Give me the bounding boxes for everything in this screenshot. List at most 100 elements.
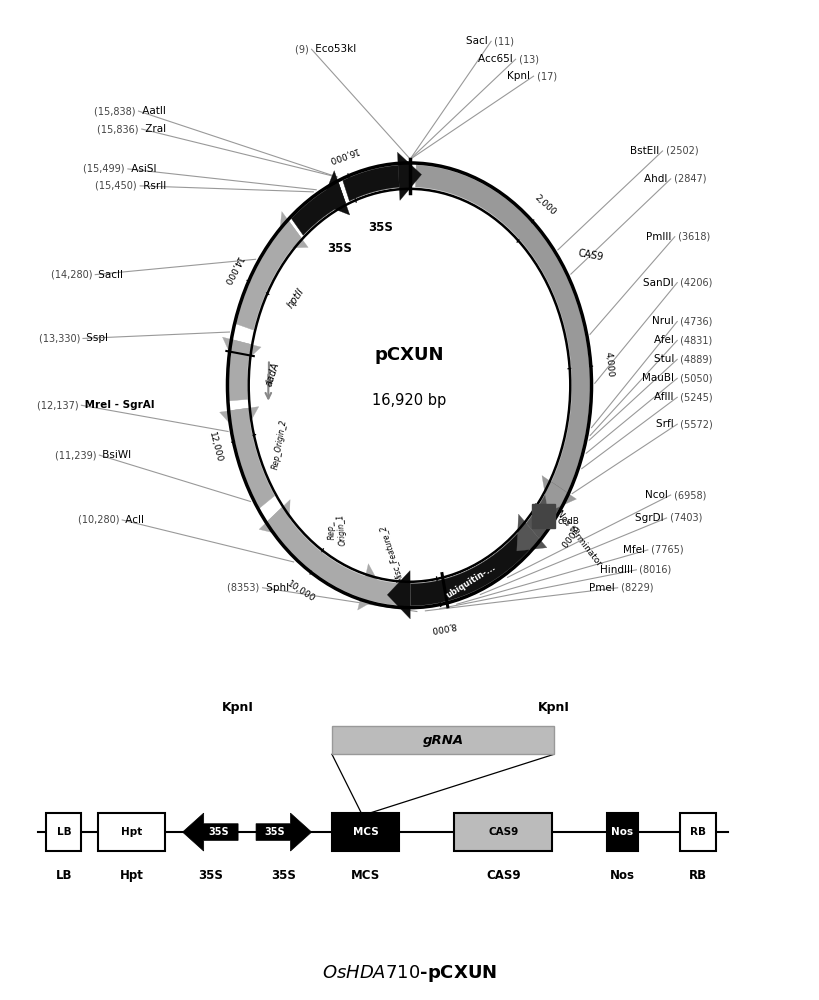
Text: MCS: MCS bbox=[351, 869, 380, 882]
Text: 6,000: 6,000 bbox=[557, 522, 580, 548]
Bar bbox=[332, 726, 554, 754]
Text: Misc_Feature_2: Misc_Feature_2 bbox=[378, 524, 405, 583]
Text: 16,920 bp: 16,920 bp bbox=[373, 393, 446, 408]
Text: AatII: AatII bbox=[138, 106, 165, 116]
Polygon shape bbox=[292, 183, 346, 235]
Text: (11,239): (11,239) bbox=[55, 450, 99, 460]
Text: Rep_Origin_2: Rep_Origin_2 bbox=[270, 418, 288, 470]
Text: (4889): (4889) bbox=[677, 354, 713, 364]
Text: (15,450): (15,450) bbox=[95, 181, 140, 191]
Text: SphI: SphI bbox=[263, 583, 289, 593]
Text: Hpt: Hpt bbox=[121, 827, 143, 837]
Text: StuI: StuI bbox=[654, 354, 677, 364]
Text: (11): (11) bbox=[491, 36, 514, 46]
Polygon shape bbox=[415, 165, 590, 493]
Text: MauBI: MauBI bbox=[642, 373, 677, 383]
Text: Nos terminator: Nos terminator bbox=[554, 509, 603, 568]
Text: ZraI: ZraI bbox=[142, 124, 166, 134]
Text: (14,280): (14,280) bbox=[51, 270, 95, 280]
Polygon shape bbox=[410, 533, 530, 606]
Text: SspI: SspI bbox=[83, 333, 108, 343]
Text: (13): (13) bbox=[516, 54, 539, 64]
Text: 35S: 35S bbox=[208, 827, 229, 837]
Bar bbox=[97, 813, 165, 851]
Text: 35S: 35S bbox=[271, 869, 296, 882]
Text: AfeI: AfeI bbox=[654, 335, 677, 345]
Text: NruI: NruI bbox=[652, 316, 677, 326]
Text: Acc65I: Acc65I bbox=[477, 54, 516, 64]
Polygon shape bbox=[527, 482, 567, 539]
Text: (3618): (3618) bbox=[675, 232, 710, 242]
Text: CAS9: CAS9 bbox=[577, 248, 604, 262]
Text: gRNA: gRNA bbox=[423, 734, 464, 747]
Text: (5245): (5245) bbox=[677, 392, 713, 402]
Polygon shape bbox=[183, 813, 238, 851]
Bar bbox=[332, 813, 399, 851]
Text: BsiWI: BsiWI bbox=[99, 450, 132, 460]
Text: (4206): (4206) bbox=[677, 278, 713, 288]
Text: (7765): (7765) bbox=[648, 545, 684, 555]
Text: pCXUN: pCXUN bbox=[375, 346, 444, 364]
Bar bbox=[47, 813, 81, 851]
Text: AhdI: AhdI bbox=[644, 174, 671, 184]
Text: (8016): (8016) bbox=[636, 565, 672, 575]
Text: SgrDI: SgrDI bbox=[635, 513, 667, 523]
Text: KpnI: KpnI bbox=[538, 701, 570, 714]
Text: AsiSI: AsiSI bbox=[128, 164, 156, 174]
Text: Nos: Nos bbox=[612, 827, 634, 837]
Text: (8353): (8353) bbox=[227, 583, 263, 593]
Polygon shape bbox=[256, 813, 311, 851]
Text: PmeI: PmeI bbox=[589, 583, 618, 593]
Text: (8229): (8229) bbox=[618, 583, 653, 593]
Text: (6958): (6958) bbox=[671, 490, 706, 500]
Text: (12,137): (12,137) bbox=[37, 400, 81, 410]
Text: LB: LB bbox=[56, 869, 72, 882]
Text: (10,280): (10,280) bbox=[78, 515, 122, 525]
Text: RB: RB bbox=[690, 827, 706, 837]
Bar bbox=[455, 813, 552, 851]
Text: Hpt: Hpt bbox=[120, 869, 143, 882]
Bar bbox=[532, 504, 554, 528]
Polygon shape bbox=[230, 408, 274, 508]
Polygon shape bbox=[229, 340, 251, 401]
Polygon shape bbox=[219, 407, 259, 437]
Text: hptII: hptII bbox=[285, 286, 305, 310]
Text: KpnI: KpnI bbox=[222, 701, 254, 714]
Polygon shape bbox=[321, 171, 350, 215]
Polygon shape bbox=[278, 212, 308, 248]
Polygon shape bbox=[236, 221, 301, 330]
Text: 8,000: 8,000 bbox=[430, 620, 457, 634]
Text: RB: RB bbox=[689, 869, 707, 882]
Text: 35S: 35S bbox=[368, 221, 393, 234]
Polygon shape bbox=[387, 571, 410, 619]
Circle shape bbox=[226, 161, 593, 610]
Polygon shape bbox=[360, 576, 410, 606]
Text: PmlII: PmlII bbox=[646, 232, 675, 242]
Text: BstEII: BstEII bbox=[630, 146, 663, 156]
Text: $\it{OsHDA710}$-pCXUN: $\it{OsHDA710}$-pCXUN bbox=[322, 963, 497, 984]
Text: MfeI: MfeI bbox=[622, 545, 648, 555]
Polygon shape bbox=[223, 337, 261, 369]
Text: (13,330): (13,330) bbox=[38, 333, 83, 343]
Text: HindIII: HindIII bbox=[600, 565, 636, 575]
Text: 35S: 35S bbox=[264, 827, 285, 837]
Text: 2,000: 2,000 bbox=[533, 193, 558, 217]
Text: (5572): (5572) bbox=[677, 419, 713, 429]
Text: AflII: AflII bbox=[654, 392, 677, 402]
Text: (17): (17) bbox=[533, 71, 557, 81]
Text: Rep_
Origin_1: Rep_ Origin_1 bbox=[325, 513, 347, 546]
Text: SanDI: SanDI bbox=[644, 278, 677, 288]
Text: ccdB: ccdB bbox=[558, 517, 580, 526]
Text: CAS9: CAS9 bbox=[486, 869, 521, 882]
Text: 16,000: 16,000 bbox=[326, 145, 359, 164]
Text: (7403): (7403) bbox=[667, 513, 702, 523]
Polygon shape bbox=[259, 500, 290, 536]
Text: SrfI: SrfI bbox=[656, 419, 677, 429]
Text: 35S: 35S bbox=[198, 869, 223, 882]
Text: (5050): (5050) bbox=[677, 373, 713, 383]
Text: (2502): (2502) bbox=[663, 146, 698, 156]
Text: 35S: 35S bbox=[327, 242, 352, 255]
Text: aadA: aadA bbox=[264, 361, 281, 388]
Text: ubiquitin-...: ubiquitin-... bbox=[445, 562, 497, 600]
Wedge shape bbox=[228, 163, 591, 608]
